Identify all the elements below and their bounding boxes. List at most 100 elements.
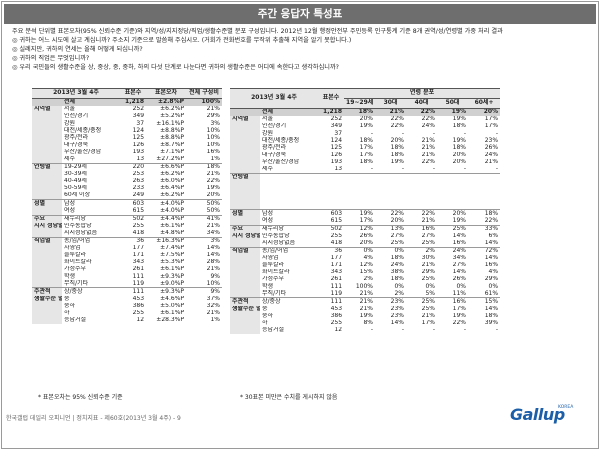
value-cell: 12: [136, 316, 145, 324]
value-cell: 252: [132, 106, 145, 113]
value-cell: ±28.3%P: [156, 316, 185, 324]
value-cell: ±4.4%P: [146, 214, 187, 223]
right-col-header: 30대: [375, 98, 407, 109]
page-title: 주간 응답자 특성표: [4, 4, 596, 24]
table-row: 연령별 19-29세 220 ±6.6%P 18%: [32, 162, 223, 171]
value-cell: 17%: [452, 305, 467, 312]
value-cell: 119: [132, 280, 145, 287]
footnote-left: * 표본오차는 95% 신뢰수준 기준: [38, 394, 123, 401]
value-cell: 25%: [421, 276, 436, 283]
right-age-table: 2013년 3월 4주 표본수 연령 분포 19~29세 30대 40대 50대…: [230, 88, 501, 334]
table-row: 블루칼라 171 12% 24% 21% 27% 16%: [230, 261, 500, 270]
value-cell: 30%: [421, 254, 436, 262]
category-cell: [230, 276, 260, 284]
value-cell: [437, 202, 468, 210]
category-cell: 지역별: [230, 116, 260, 124]
value-cell: 21%: [206, 309, 221, 316]
value-cell: 18%: [390, 254, 405, 262]
value-cell: 18%: [359, 158, 374, 165]
value-cell: 26%: [359, 232, 374, 239]
value-cell: 21%: [206, 106, 221, 113]
category-cell: 연령별: [32, 162, 62, 171]
table-row: 60세 이상 249 ±6.2%P 20%: [32, 192, 222, 200]
row-label: 19-29세: [62, 162, 121, 171]
category-cell: [32, 155, 62, 164]
row-label: 대구/경북: [64, 141, 89, 148]
category-cell: [32, 98, 62, 107]
table-row: 여성 615 17% 20% 21% 19% 22%: [230, 217, 500, 225]
value-cell: [406, 188, 437, 195]
value-cell: [406, 172, 438, 181]
value-cell: [344, 202, 375, 210]
right-col-header: 19~29세: [344, 98, 376, 109]
value-cell: [468, 195, 500, 202]
value-cell: 418: [132, 229, 145, 236]
value-cell: 22%: [406, 209, 438, 218]
intro-text: 주요 분석 단위별 표본오차(95% 신뢰수준 기준)와 지역/성/지지정당/직…: [12, 27, 592, 72]
value-cell: 17%: [484, 123, 499, 130]
intro-line: ◎ 귀하는 어느 시도에 살고 계십니까? 주소지 기준으로 말씀해 주십시오.…: [12, 37, 352, 44]
value-cell: 124: [330, 137, 343, 144]
value-cell: ±5.3%P: [160, 259, 185, 266]
value-cell: 34%: [452, 254, 467, 262]
value-cell: 17%: [359, 144, 374, 151]
table-row: 제주 13 - - - - -: [230, 165, 500, 174]
value-cell: 22%: [406, 108, 438, 117]
row-label: 지지정당없음: [262, 239, 296, 246]
value-cell: ±8.8%P: [160, 127, 185, 134]
value-cell: 19%: [437, 108, 469, 117]
category-cell: [32, 134, 62, 142]
right-col-header: 50대: [437, 98, 469, 109]
row-label: 30-39세: [64, 170, 87, 178]
row-label: 민주통합당: [262, 232, 290, 239]
value-cell: ±8.8%P: [160, 134, 185, 141]
category-cell: [230, 108, 260, 117]
value-cell: 39%: [484, 319, 499, 326]
intro-line: 주요 분석 단위별 표본오차(95% 신뢰수준 기준)와 지역/성/지지정당/직…: [12, 28, 503, 35]
value-cell: 193: [330, 158, 343, 165]
value-cell: 125: [132, 134, 145, 141]
value-cell: 23%: [390, 312, 405, 319]
value-cell: 19%: [359, 123, 374, 130]
value-cell: 18%: [390, 144, 405, 151]
value-cell: 14%: [390, 319, 405, 326]
value-cell: 34%: [206, 229, 221, 236]
value-cell: 10%: [206, 280, 221, 287]
table-row: 주관적 상/중상 111 21% 23% 25% 16% 15%: [230, 297, 501, 306]
value-cell: 25%: [406, 297, 438, 306]
value-cell: ±16.3%P: [146, 236, 187, 245]
value-cell: 37: [136, 120, 145, 127]
table-row: 50-59세 233 ±6.4%P 19%: [32, 185, 222, 193]
value-cell: 349: [330, 123, 343, 130]
value-cell: 171: [132, 251, 145, 259]
table-row: 대전/세종/충청 124 ±8.8%P 10%: [32, 127, 222, 135]
row-label: 자영업: [64, 244, 81, 252]
category-cell: 생활수준 별: [230, 305, 260, 313]
value-cell: ±2.8%P: [146, 98, 187, 107]
category-cell: [32, 113, 62, 121]
value-cell: 249: [132, 192, 145, 199]
value-cell: 21%: [344, 297, 376, 306]
value-cell: [318, 181, 344, 188]
value-cell: 263: [132, 178, 145, 185]
value-cell: -: [401, 130, 405, 137]
table-row: 부산/울산/경남 193 18% 19% 22% 20% 21%: [230, 158, 500, 166]
value-cell: -: [463, 130, 467, 137]
value-cell: 15%: [468, 297, 501, 306]
value-cell: 23%: [375, 297, 407, 306]
row-label: 서울: [262, 116, 274, 123]
table-row: 학생 111 100% 0% 0% 0% 0%: [230, 283, 500, 291]
value-cell: 21%: [206, 170, 221, 178]
value-cell: 22%: [390, 123, 405, 130]
table-row: 대전/세종/충청 124 18% 20% 21% 19% 23%: [230, 137, 500, 145]
value-cell: ±4.0%P: [160, 207, 185, 214]
row-label: 60세 이상: [64, 192, 91, 199]
table-row: 30-39세 253 ±6.2%P 21%: [32, 170, 222, 179]
value-cell: 0%: [375, 246, 407, 255]
table-row: 생활수준 별 중 453 ±4.6%P 37%: [32, 295, 222, 303]
value-cell: [406, 195, 437, 202]
category-cell: [32, 259, 62, 267]
row-label: 중하: [64, 302, 76, 309]
value-cell: 18%: [390, 151, 405, 158]
table-row: [230, 195, 500, 203]
